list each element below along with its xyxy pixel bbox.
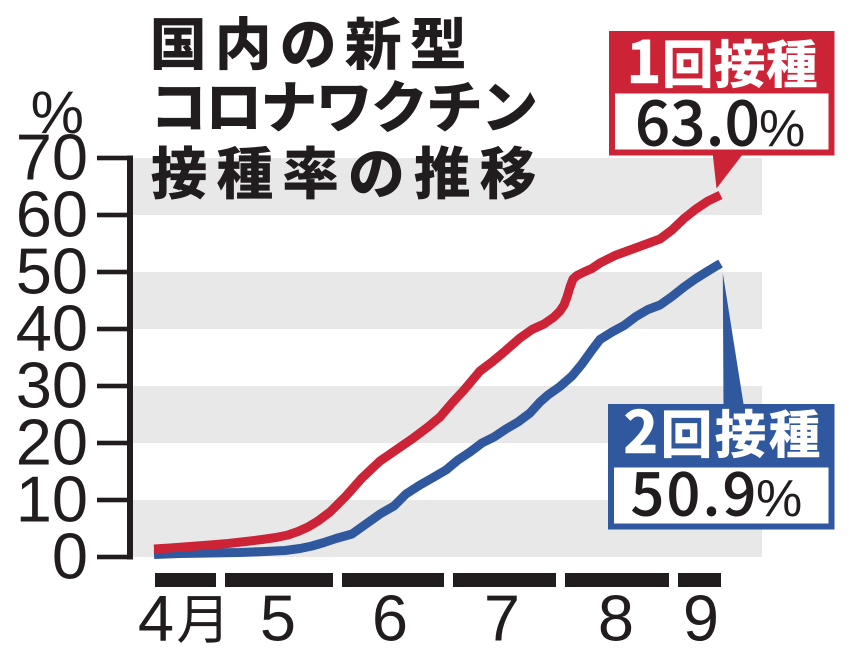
svg-text:4: 4 <box>138 582 174 655</box>
svg-text:40: 40 <box>16 292 88 365</box>
svg-text:20: 20 <box>16 406 88 479</box>
svg-text:30: 30 <box>16 349 88 422</box>
svg-text:7: 7 <box>484 582 520 655</box>
svg-text:60: 60 <box>16 178 88 251</box>
svg-text:70: 70 <box>16 121 88 194</box>
svg-text:%: % <box>756 470 802 528</box>
svg-text:5: 5 <box>260 582 296 655</box>
svg-text:50: 50 <box>16 235 88 308</box>
svg-text:8: 8 <box>598 582 634 655</box>
svg-text:%: % <box>759 100 805 158</box>
svg-text:%: % <box>31 79 84 146</box>
svg-text:6: 6 <box>372 582 408 655</box>
svg-text:10: 10 <box>16 463 88 536</box>
svg-text:9: 9 <box>683 582 719 655</box>
svg-text:0: 0 <box>52 520 88 593</box>
